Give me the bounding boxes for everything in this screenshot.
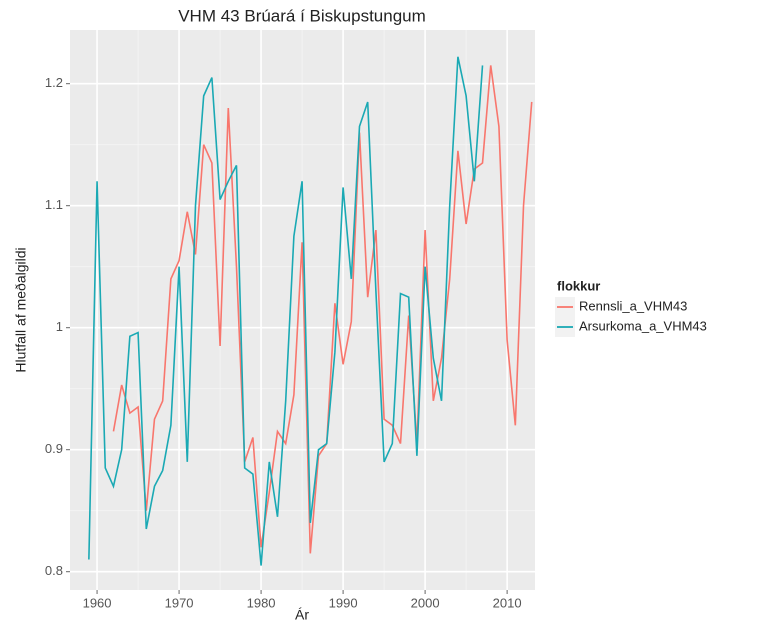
- series-line: [88, 56, 484, 566]
- x-tick-label: 1980: [247, 595, 276, 610]
- y-tick-label: 1.2: [45, 75, 63, 90]
- x-tick-label: 2000: [411, 595, 440, 610]
- x-tick-label: 2010: [493, 595, 522, 610]
- y-tick-label: 0.8: [45, 563, 63, 578]
- plot-background: [70, 30, 535, 590]
- legend-label: Arsurkoma_a_VHM43: [579, 318, 707, 333]
- y-tick-label: 1: [56, 319, 63, 334]
- legend-title: flokkur: [557, 278, 600, 293]
- y-axis-label: Hlutfall af meðalgildi: [13, 247, 29, 372]
- y-tick-label: 1.1: [45, 197, 63, 212]
- x-tick-label: 1960: [83, 595, 112, 610]
- series-line: [112, 65, 533, 554]
- x-tick-label: 1990: [329, 595, 358, 610]
- y-tick-label: 0.9: [45, 441, 63, 456]
- legend-label: Rennsli_a_VHM43: [579, 298, 687, 313]
- chart-title: VHM 43 Brúará í Biskupstungum: [178, 6, 426, 25]
- x-tick-label: 1970: [165, 595, 194, 610]
- x-axis-label: Ár: [295, 607, 309, 623]
